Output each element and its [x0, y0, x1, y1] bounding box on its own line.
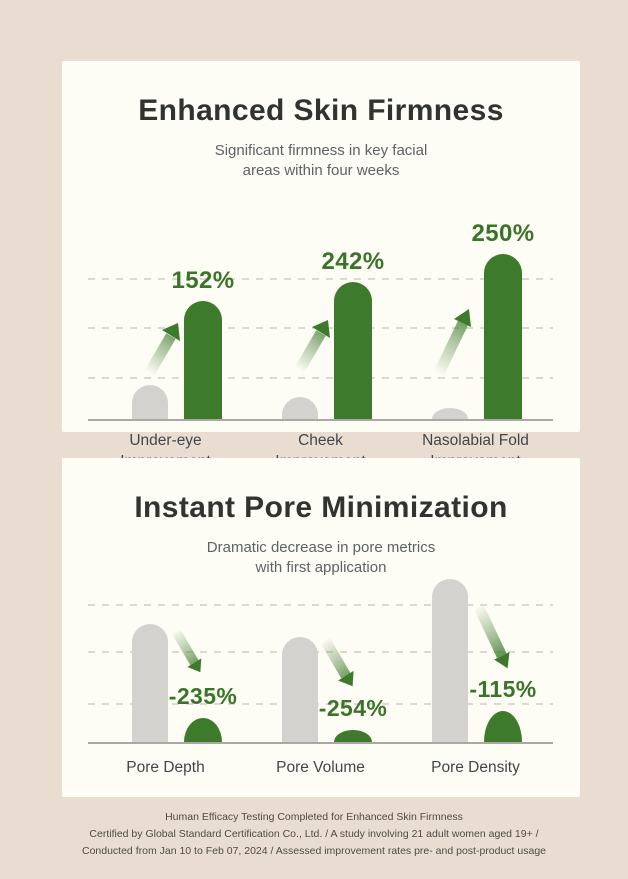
category-label: Pore Density [431, 759, 520, 776]
before-bar [432, 408, 468, 419]
card-title: Instant Pore Minimization [134, 491, 508, 524]
increase-arrow-icon [145, 323, 180, 375]
firmness-chart: 152% 242% [88, 219, 553, 470]
gridline [88, 377, 553, 379]
footnote-line: Certified by Global Standard Certificati… [89, 828, 539, 840]
bar-group-pore-depth: -235% [132, 567, 237, 742]
before-bar [432, 579, 468, 742]
footnote-line: Human Efficacy Testing Completed for Enh… [165, 811, 463, 823]
after-bar [184, 718, 222, 742]
card-subtitle: Significant firmness in key facial areas… [62, 141, 580, 182]
bar-group-nasolabial: 250% [432, 219, 534, 419]
decrease-arrow-icon [473, 604, 510, 669]
decrease-arrow-icon [320, 638, 354, 687]
before-bar [282, 397, 318, 419]
pore-card: Instant Pore Minimization Dramatic decre… [62, 458, 580, 797]
after-bar [484, 254, 522, 419]
value-label: 250% [471, 220, 535, 247]
before-bar [282, 637, 318, 742]
card-subtitle: Dramatic decrease in pore metrics with f… [62, 538, 580, 579]
after-bar [334, 282, 372, 419]
category-label: Pore Depth [126, 759, 205, 776]
gridline [88, 278, 553, 280]
subtitle-line: Dramatic decrease in pore metrics [206, 539, 436, 556]
subtitle-line: with first application [255, 559, 387, 577]
value-label: -115% [469, 676, 537, 702]
card-title: Enhanced Skin Firmness [138, 94, 504, 127]
subtitle-line: areas within four weeks [242, 162, 400, 180]
gridline [88, 651, 553, 653]
subtitle-line: Significant firmness in key facial [214, 142, 428, 159]
after-bar [334, 730, 372, 742]
after-bar [484, 711, 522, 742]
footnote-line: Conducted from Jan 10 to Feb 07, 2024 / … [81, 845, 546, 857]
value-label: 242% [321, 248, 385, 275]
category-label: Pore Volume [276, 759, 365, 776]
value-label: -235% [168, 683, 238, 709]
bar-group-cheek: 242% [282, 219, 384, 419]
footnote: Human Efficacy Testing Completed for Enh… [0, 809, 628, 860]
pore-chart: -235% -254% [88, 567, 553, 776]
after-bar [184, 301, 222, 419]
bar-group-under-eye: 152% [132, 219, 234, 419]
increase-arrow-icon [295, 320, 330, 372]
firmness-card: Enhanced Skin Firmness Significant firmn… [62, 61, 580, 470]
bar-group-pore-density: -115% [432, 567, 536, 742]
increase-arrow-icon [434, 309, 471, 376]
value-label: 152% [171, 267, 235, 294]
bar-group-pore-volume: -254% [282, 567, 387, 742]
before-bar [132, 624, 168, 742]
decrease-arrow-icon [172, 629, 202, 673]
value-label: -254% [318, 695, 388, 721]
gridline [88, 604, 553, 606]
before-bar [132, 385, 168, 419]
category-labels: Pore Depth Pore Volume Pore Density [88, 758, 553, 779]
gridline [88, 703, 553, 705]
